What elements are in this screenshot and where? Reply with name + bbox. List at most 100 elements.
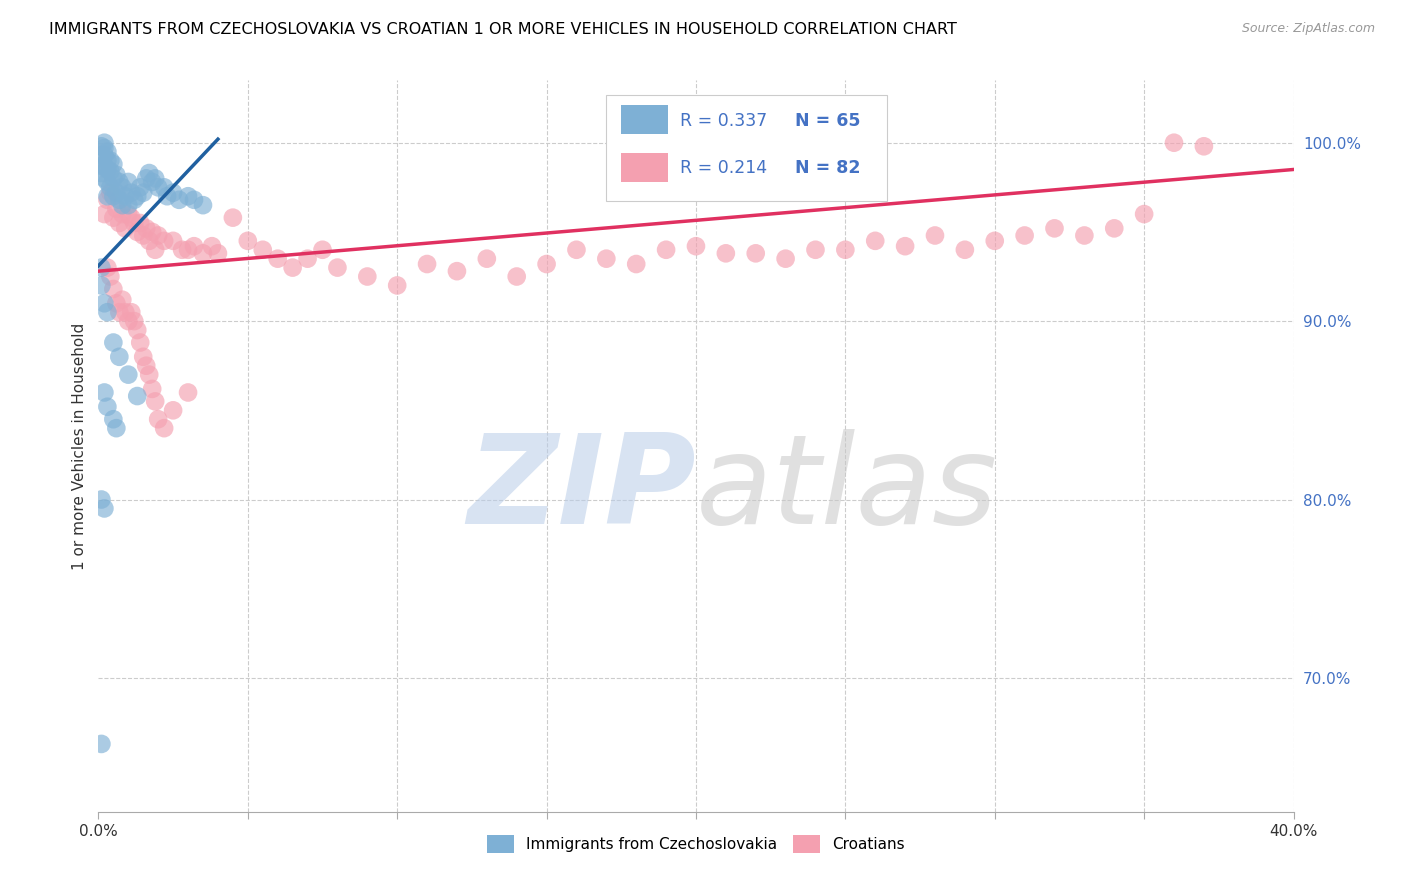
Point [96,189,118,203]
Point [475,252,498,266]
Point [103,282,125,296]
Point [93,141,115,155]
Point [105,421,128,435]
Point [103,211,125,225]
Point [148,180,170,194]
Point [127,189,149,203]
Point [745,246,768,260]
Point [281,260,304,275]
Point [595,252,617,266]
Point [148,412,170,426]
Point [129,180,152,194]
Point [141,225,163,239]
Point [93,171,115,186]
Point [111,180,134,194]
Point [129,216,152,230]
Point [135,221,157,235]
Point [162,403,184,417]
Point [90,492,112,507]
Point [103,412,125,426]
Point [93,136,115,150]
Point [124,193,146,207]
Point [1133,207,1156,221]
Point [105,202,128,216]
Point [108,305,131,319]
Point [93,148,115,162]
Point [98,269,122,284]
Point [93,207,115,221]
Point [103,157,125,171]
Point [93,296,115,310]
Point [297,252,319,266]
Point [177,189,200,203]
Point [103,171,125,186]
Point [356,269,378,284]
Point [135,171,157,186]
Point [93,501,115,516]
Point [177,385,200,400]
Point [105,186,128,200]
Point [90,737,112,751]
Point [565,243,588,257]
Point [1104,221,1126,235]
Point [120,211,142,225]
Point [267,252,290,266]
Point [834,243,856,257]
Point [114,221,136,235]
Point [865,234,887,248]
Point [177,243,200,257]
Point [153,180,176,194]
Point [714,246,737,260]
Point [201,239,224,253]
Point [111,207,134,221]
Text: ZIP: ZIP [467,429,696,550]
Point [108,216,131,230]
Legend: Immigrants from Czechoslovakia, Croatians: Immigrants from Czechoslovakia, Croatian… [481,829,911,859]
Point [984,234,1007,248]
Point [172,243,194,257]
Point [96,145,118,159]
Point [98,180,122,194]
Point [124,216,146,230]
Point [143,171,166,186]
Point [117,175,139,189]
Point [114,305,136,319]
Point [98,186,122,200]
Point [127,225,149,239]
Point [108,350,131,364]
Point [138,368,160,382]
Point [120,186,142,200]
Point [506,269,529,284]
Point [167,193,190,207]
Point [191,246,214,260]
Point [143,243,166,257]
Point [326,260,349,275]
Point [156,189,179,203]
Point [162,234,184,248]
Point [141,175,163,189]
Point [1043,221,1066,235]
Point [1073,228,1095,243]
Point [96,305,118,319]
Point [98,164,122,178]
Point [96,400,118,414]
Point [96,260,118,275]
Point [924,228,946,243]
Point [1014,228,1036,243]
Point [135,359,157,373]
Point [93,159,115,173]
Text: N = 82: N = 82 [796,159,860,177]
Point [114,189,136,203]
Point [132,186,155,200]
Text: N = 65: N = 65 [796,112,860,129]
Text: Source: ZipAtlas.com: Source: ZipAtlas.com [1241,22,1375,36]
Point [117,207,139,221]
Point [153,234,176,248]
Bar [620,105,668,135]
Bar [620,153,668,182]
Point [536,257,558,271]
Point [105,296,128,310]
Point [416,257,439,271]
Point [894,239,917,253]
Point [90,278,112,293]
